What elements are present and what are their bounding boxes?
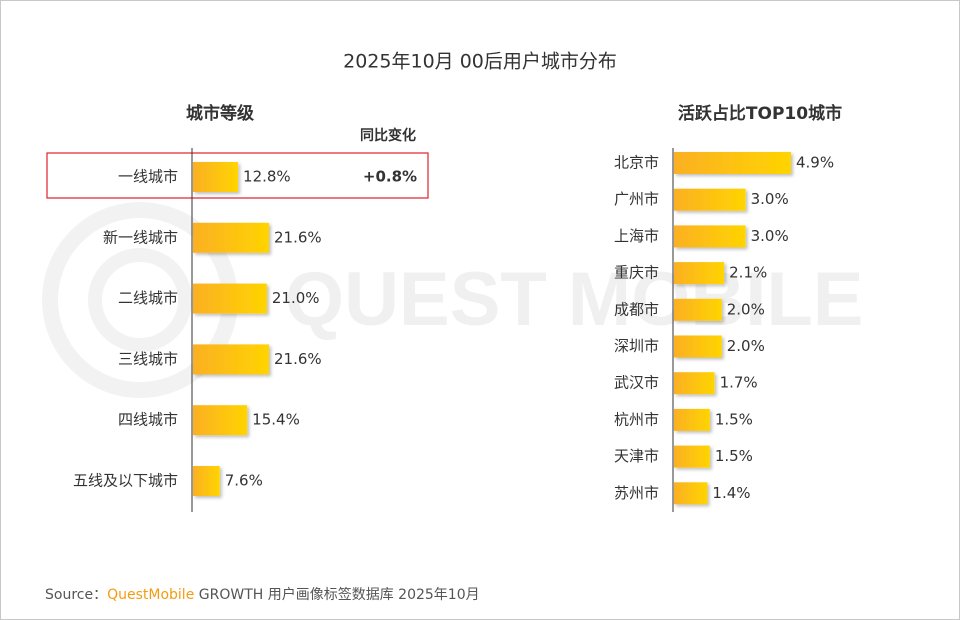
category-label: 三线城市 — [118, 350, 178, 368]
category-label: 上海市 — [614, 227, 659, 245]
value-label: 2.1% — [729, 264, 767, 282]
bar — [674, 262, 725, 285]
value-label: 1.5% — [715, 447, 753, 465]
source-brand: QuestMobile — [107, 587, 194, 603]
bar — [193, 344, 269, 375]
category-label: 二线城市 — [118, 289, 178, 307]
annotation-header: 同比变化 — [360, 127, 416, 144]
bar — [674, 188, 746, 211]
value-label: 12.8% — [243, 168, 291, 186]
chart-title: 活跃占比TOP10城市 — [678, 103, 842, 124]
value-label: 1.5% — [715, 410, 753, 428]
source-prefix: Source： — [45, 587, 107, 603]
value-label: 2.0% — [727, 337, 765, 355]
watermark: QUEST MOBILE — [285, 257, 863, 342]
bar — [674, 298, 722, 321]
source: Source：QuestMobile GROWTH 用户画像标签数据库 2025… — [45, 586, 480, 603]
category-label: 苏州市 — [614, 484, 659, 502]
highlight-box — [46, 152, 429, 199]
bar — [674, 482, 708, 505]
bar — [674, 152, 791, 174]
category-label: 武汉市 — [614, 374, 659, 392]
value-label: 15.4% — [252, 411, 300, 429]
bar — [674, 372, 715, 395]
page-title: 2025年10月 00后用户城市分布 — [343, 51, 617, 73]
bar — [193, 466, 220, 496]
category-label: 北京市 — [614, 154, 659, 172]
bar — [674, 335, 722, 358]
category-label: 天津市 — [614, 447, 659, 465]
annotation: +0.8% — [363, 168, 417, 186]
value-label: 3.0% — [751, 227, 789, 245]
value-label: 4.9% — [796, 154, 834, 172]
chart-title: 城市等级 — [186, 103, 254, 124]
bar — [674, 408, 710, 431]
bar — [193, 283, 267, 314]
value-label: 1.4% — [712, 484, 750, 502]
bar — [193, 222, 269, 253]
value-label: 7.6% — [225, 472, 263, 490]
category-label: 四线城市 — [118, 411, 178, 429]
value-label: 2.0% — [727, 300, 765, 318]
bar — [674, 225, 746, 248]
category-label: 成都市 — [614, 300, 659, 318]
bar — [674, 445, 710, 468]
bar — [193, 405, 248, 436]
value-label: 3.0% — [751, 190, 789, 208]
category-label: 深圳市 — [614, 337, 659, 355]
source-rest: GROWTH 用户画像标签数据库 2025年10月 — [194, 586, 479, 603]
category-label: 五线及以下城市 — [73, 472, 178, 490]
category-label: 重庆市 — [614, 264, 659, 282]
category-label: 新一线城市 — [103, 228, 178, 246]
category-label: 杭州市 — [614, 410, 659, 428]
category-label: 广州市 — [614, 190, 659, 208]
category-label: 一线城市 — [118, 168, 178, 186]
bar — [193, 162, 239, 192]
value-label: 21.6% — [274, 228, 322, 246]
value-label: 1.7% — [720, 374, 758, 392]
value-label: 21.6% — [274, 350, 322, 368]
value-label: 21.0% — [272, 289, 320, 307]
